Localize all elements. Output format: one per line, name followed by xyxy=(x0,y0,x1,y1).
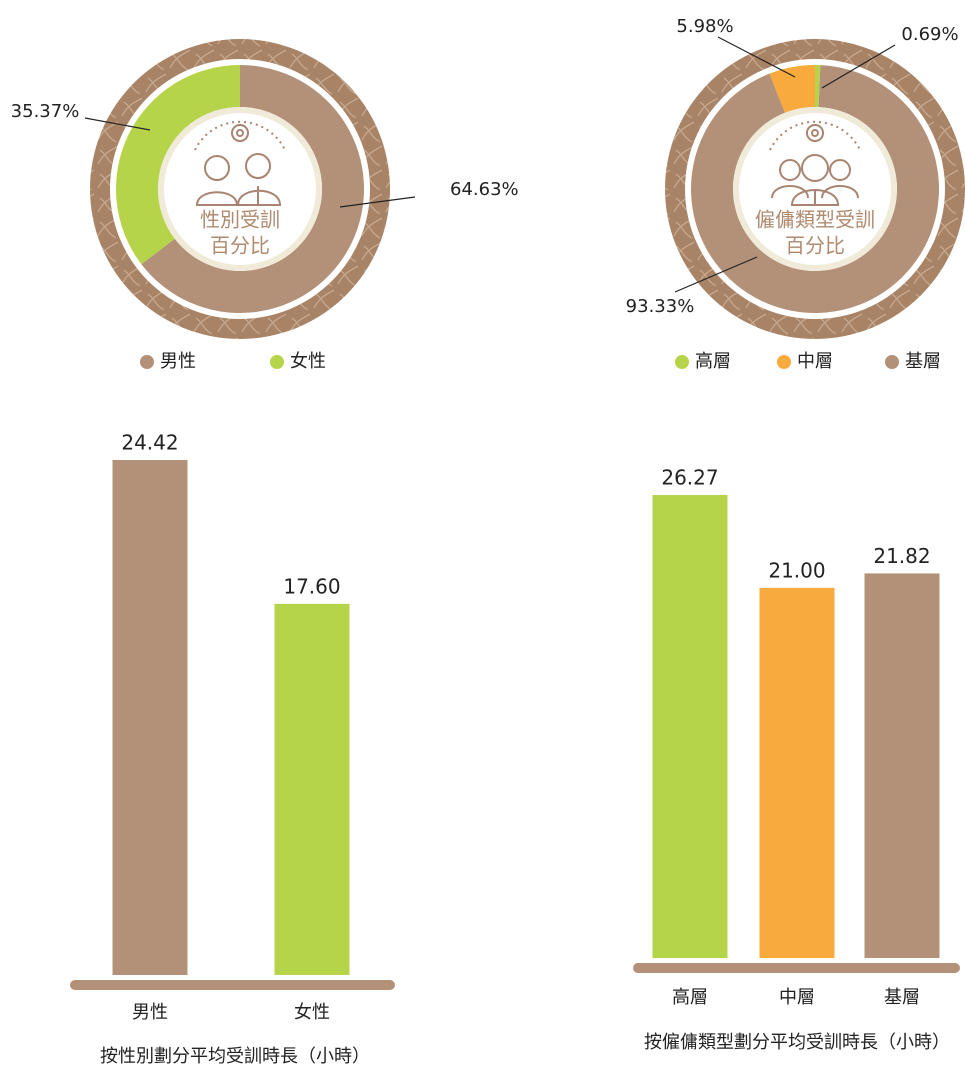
category-label: 中層 xyxy=(779,987,815,1008)
legend-label: 中層 xyxy=(797,351,833,372)
center-label: 僱傭類型受訓 xyxy=(755,208,875,232)
center-label: 性別受訓 xyxy=(200,208,280,232)
value-label: 5.98% xyxy=(676,16,733,37)
value-label: 21.82 xyxy=(873,544,930,568)
value-label: 24.42 xyxy=(121,431,178,455)
value-label: 35.37% xyxy=(11,101,80,122)
slice xyxy=(141,65,364,314)
legend-dot xyxy=(885,355,899,369)
category-label: 男性 xyxy=(132,1002,168,1023)
staff-icon xyxy=(769,120,861,206)
legend-label: 高層 xyxy=(695,351,731,372)
bar xyxy=(652,495,728,958)
legend-label: 男性 xyxy=(160,351,196,372)
center-label: 百分比 xyxy=(210,234,270,258)
legend-dot xyxy=(675,355,689,369)
value-label: 21.00 xyxy=(768,558,825,582)
gender-icon xyxy=(194,120,286,206)
value-label: 0.69% xyxy=(901,24,958,45)
value-label: 93.33% xyxy=(626,296,695,317)
value-label: 64.63% xyxy=(450,179,519,200)
leader-line xyxy=(821,44,896,89)
chart-title: 按僱傭類型劃分平均受訓時長（小時） xyxy=(644,1032,950,1053)
category-label: 高層 xyxy=(672,987,708,1008)
legend-label: 女性 xyxy=(290,351,326,372)
slice xyxy=(815,65,821,108)
value-label: 17.60 xyxy=(283,574,340,598)
category-label: 女性 xyxy=(294,1002,330,1023)
legend-dot xyxy=(777,355,791,369)
inner-circle xyxy=(158,107,322,271)
legend-label: 基層 xyxy=(905,351,941,372)
slice xyxy=(690,65,939,313)
bar xyxy=(864,573,940,958)
chart-title: 按性別劃分平均受訓時長（小時） xyxy=(100,1046,370,1066)
category-label: 基層 xyxy=(884,987,920,1008)
value-label: 26.27 xyxy=(661,466,718,490)
center-label: 百分比 xyxy=(785,234,845,258)
bar xyxy=(274,603,350,975)
legend-dot xyxy=(270,355,284,369)
leader-line xyxy=(339,196,416,208)
leader-line xyxy=(717,36,796,78)
bar xyxy=(112,460,188,975)
leader-line xyxy=(674,256,758,293)
slice xyxy=(769,65,815,113)
bar xyxy=(759,587,835,958)
legend-dot xyxy=(140,355,154,369)
leader-line xyxy=(84,117,151,131)
slice xyxy=(116,65,240,265)
